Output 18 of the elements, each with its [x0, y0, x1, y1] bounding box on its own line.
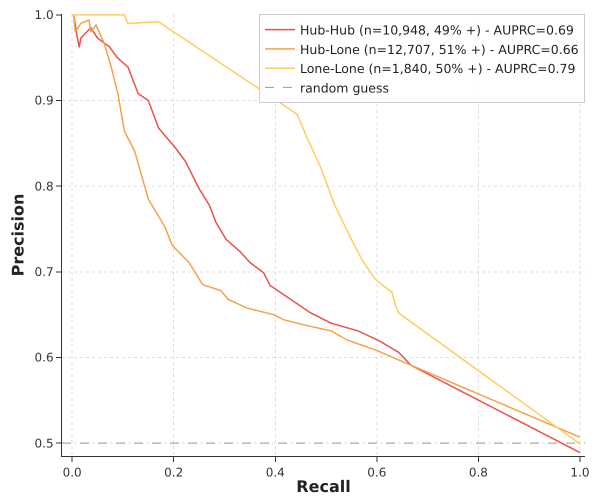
- x-tick-label: 1.0: [570, 465, 590, 480]
- x-axis-title: Recall: [296, 477, 351, 496]
- x-tick-label: 0.6: [367, 465, 386, 480]
- x-tick-label: 0.0: [62, 465, 82, 480]
- x-tick-label: 0.2: [164, 465, 184, 480]
- legend-label: Lone-Lone (n=1,840, 50% +) - AUPRC=0.79: [300, 61, 576, 76]
- legend-label: random guess: [300, 80, 390, 96]
- x-tick-label: 0.4: [266, 465, 285, 480]
- y-axis-title: Precision: [8, 194, 28, 276]
- legend-label: Hub-Hub (n=10,948, 49% +) - AUPRC=0.69: [300, 22, 574, 38]
- y-tick-label: 0.7: [34, 265, 54, 280]
- legend-label: Hub-Lone (n=12,707, 51% +) - AUPRC=0.66: [300, 42, 579, 57]
- y-tick-label: 0.6: [34, 350, 54, 365]
- y-tick-label: 0.9: [34, 94, 54, 108]
- x-tick-label: 0.8: [468, 465, 488, 480]
- y-tick-label: 0.5: [34, 436, 54, 450]
- y-tick-label: 0.8: [34, 179, 54, 194]
- y-tick-label: 1.0: [34, 8, 54, 22]
